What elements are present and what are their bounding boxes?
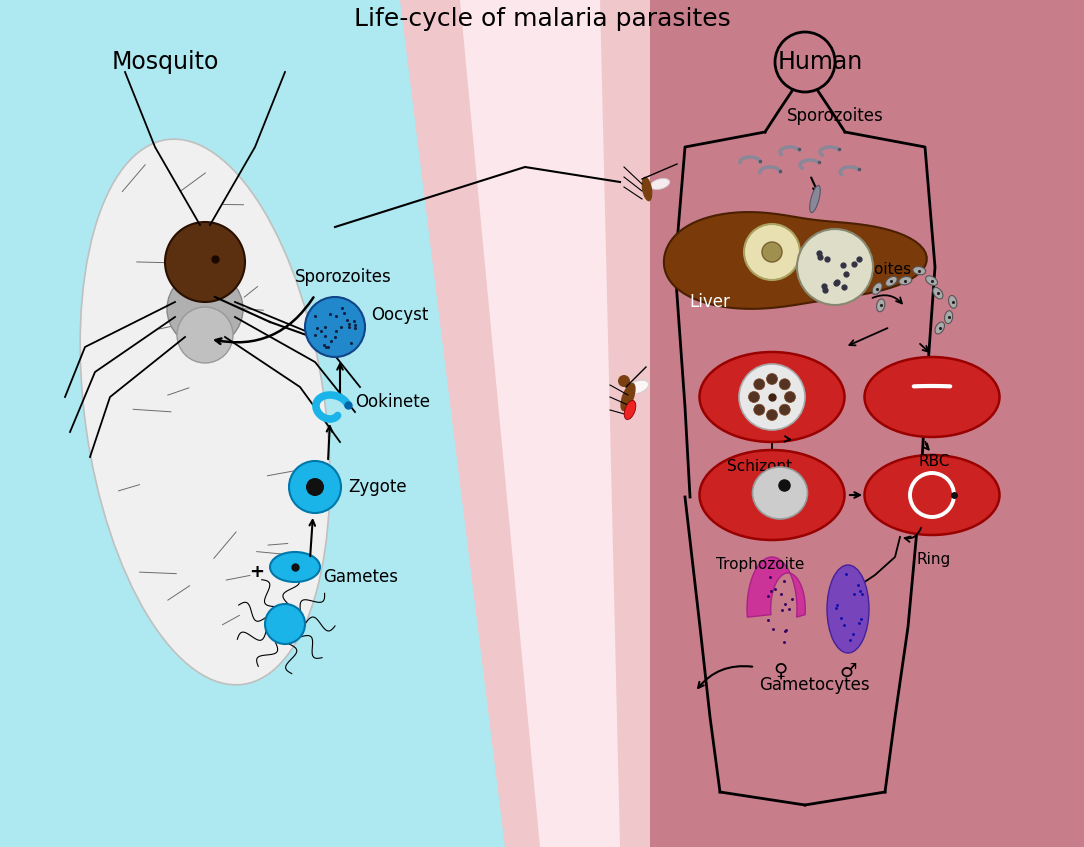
Circle shape: [753, 379, 765, 390]
Ellipse shape: [926, 276, 938, 285]
Ellipse shape: [944, 311, 953, 324]
Circle shape: [264, 604, 305, 644]
Polygon shape: [0, 0, 505, 847]
Text: ♂: ♂: [839, 662, 856, 680]
Circle shape: [618, 375, 630, 387]
Text: Sporozoites: Sporozoites: [787, 107, 883, 125]
Polygon shape: [460, 0, 620, 847]
Circle shape: [753, 404, 765, 415]
Ellipse shape: [899, 277, 912, 285]
Ellipse shape: [886, 276, 898, 286]
Polygon shape: [747, 557, 805, 617]
Ellipse shape: [873, 283, 882, 295]
Ellipse shape: [877, 299, 885, 312]
Circle shape: [766, 409, 777, 420]
Ellipse shape: [699, 352, 844, 442]
Ellipse shape: [650, 179, 670, 190]
Polygon shape: [663, 212, 927, 309]
Circle shape: [785, 391, 796, 402]
Text: Liver: Liver: [689, 293, 731, 311]
Text: Zygote: Zygote: [348, 478, 406, 496]
Circle shape: [306, 478, 324, 496]
Ellipse shape: [948, 296, 957, 308]
Ellipse shape: [270, 552, 320, 582]
Text: Human: Human: [777, 50, 863, 74]
Text: Gametes: Gametes: [323, 568, 398, 586]
Ellipse shape: [752, 467, 808, 519]
Text: Gametocytes: Gametocytes: [759, 676, 869, 694]
Circle shape: [165, 222, 245, 302]
Ellipse shape: [699, 450, 844, 540]
Circle shape: [779, 404, 790, 415]
Polygon shape: [545, 0, 1084, 847]
Ellipse shape: [913, 267, 926, 274]
Circle shape: [289, 461, 341, 513]
Text: Life-cycle of malaria parasites: Life-cycle of malaria parasites: [353, 7, 731, 31]
Ellipse shape: [827, 565, 869, 653]
Text: Schizont: Schizont: [727, 459, 792, 474]
Polygon shape: [400, 0, 650, 847]
Ellipse shape: [620, 383, 635, 412]
Ellipse shape: [642, 177, 653, 202]
Circle shape: [744, 224, 800, 280]
Circle shape: [305, 297, 365, 357]
Text: +: +: [249, 563, 264, 581]
Text: Ookinete: Ookinete: [354, 393, 430, 411]
Text: Trophozoite: Trophozoite: [715, 557, 804, 572]
Ellipse shape: [624, 401, 636, 419]
Text: Mosquito: Mosquito: [112, 50, 219, 74]
Text: ♀: ♀: [773, 662, 787, 680]
Ellipse shape: [80, 139, 330, 685]
Ellipse shape: [935, 322, 944, 334]
Ellipse shape: [933, 287, 943, 299]
Circle shape: [762, 242, 782, 262]
Text: Sporozoites: Sporozoites: [295, 268, 391, 286]
Text: Oocyst: Oocyst: [371, 306, 428, 324]
Circle shape: [748, 391, 760, 402]
Ellipse shape: [628, 380, 648, 394]
Circle shape: [739, 364, 805, 430]
Text: Ring: Ring: [917, 552, 951, 567]
Circle shape: [177, 307, 233, 363]
Circle shape: [167, 271, 243, 347]
Ellipse shape: [865, 357, 999, 437]
Circle shape: [766, 374, 777, 385]
Ellipse shape: [810, 185, 821, 213]
Text: RBC: RBC: [918, 454, 950, 469]
Circle shape: [797, 229, 873, 305]
Ellipse shape: [865, 455, 999, 535]
Circle shape: [779, 379, 790, 390]
Text: Merozoites: Merozoites: [828, 262, 912, 277]
